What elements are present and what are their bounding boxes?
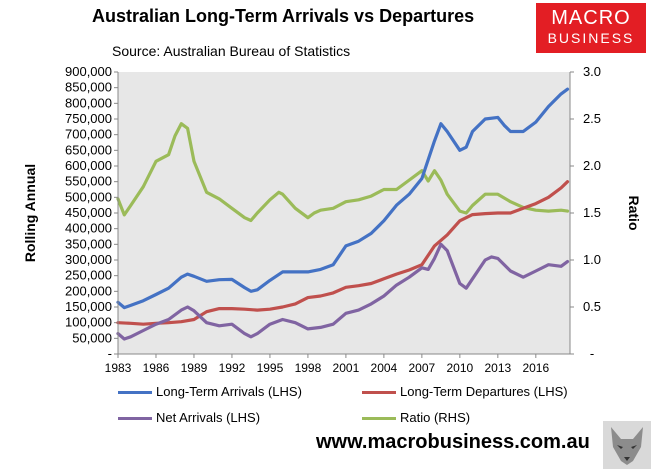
x-tick-label: 1986	[143, 361, 170, 375]
y2-tick-label: 1.0	[583, 252, 601, 267]
departures-series-line	[116, 180, 570, 326]
y-tick-label: 250,000	[65, 268, 112, 283]
y-tick-label: 300,000	[65, 252, 112, 267]
x-tick-label: 2001	[333, 361, 360, 375]
legend-item-ratio: Ratio (RHS)	[362, 410, 470, 425]
logo-line1: MACRO	[551, 7, 631, 29]
x-tick-label: 1992	[219, 361, 246, 375]
website-url: www.macrobusiness.com.au	[316, 431, 590, 453]
x-tick-label: 1998	[295, 361, 322, 375]
y2-tick-label: 2.0	[583, 158, 601, 173]
legend-label-ratio: Ratio (RHS)	[400, 410, 471, 425]
y-tick-label: 400,000	[65, 221, 112, 236]
y-tick-label: 150,000	[65, 299, 112, 314]
logo-line2: BUSINESS	[547, 30, 635, 46]
x-tick-label: 2010	[446, 361, 473, 375]
y2-tick-label: 2.5	[583, 111, 601, 126]
y-tick-label: 850,000	[65, 80, 112, 95]
x-tick-label: 1989	[181, 361, 208, 375]
legend-swatch-arrivals	[118, 391, 152, 395]
legend-label-departures: Long-Term Departures (LHS)	[400, 384, 568, 399]
arrivals-series-line	[116, 87, 570, 310]
chart-title: Australian Long-Term Arrivals vs Departu…	[92, 6, 475, 26]
legend-item-arrivals: Long-Term Arrivals (LHS)	[118, 384, 302, 399]
y2-tick-label: -	[590, 346, 594, 361]
x-tick-label: 2013	[484, 361, 511, 375]
legend-item-net: Net Arrivals (LHS)	[118, 410, 260, 425]
y-tick-label: 50,000	[72, 330, 112, 345]
legend-swatch-net	[118, 417, 152, 421]
y-tick-label: 100,000	[65, 315, 112, 330]
y-tick-label: 600,000	[65, 158, 112, 173]
y2-tick-label: 3.0	[583, 64, 601, 79]
y-tick-label: 650,000	[65, 142, 112, 157]
y-tick-label: 350,000	[65, 236, 112, 251]
y-tick-label: 550,000	[65, 174, 112, 189]
x-tick-label: 1983	[105, 361, 132, 375]
legend-swatch-departures	[362, 391, 396, 395]
y2-tick-label: 0.5	[583, 299, 601, 314]
x-tick-label: 2016	[522, 361, 549, 375]
x-tick-label: 2007	[409, 361, 436, 375]
y-tick-label: 200,000	[65, 283, 112, 298]
y-tick-label: 750,000	[65, 111, 112, 126]
y-tick-label: 700,000	[65, 127, 112, 142]
legend-label-net: Net Arrivals (LHS)	[156, 410, 261, 425]
legend-swatch-ratio	[362, 417, 396, 421]
y-tick-label: 500,000	[65, 189, 112, 204]
legend-item-departures: Long-Term Departures (LHS)	[362, 384, 568, 399]
macrobusiness-logo: MACRO BUSINESS	[536, 3, 646, 53]
y-tick-label: -	[108, 346, 112, 361]
x-tick-label: 1995	[257, 361, 284, 375]
legend-label-arrivals: Long-Term Arrivals (LHS)	[156, 384, 302, 399]
y-tick-label: 900,000	[65, 64, 112, 79]
ratio-series-line	[116, 122, 570, 223]
wolf-logo-icon	[603, 421, 651, 469]
y2-tick-label: 1.5	[583, 205, 601, 220]
chart-subtitle: Source: Australian Bureau of Statistics	[112, 43, 351, 59]
y-tick-label: 800,000	[65, 95, 112, 110]
x-tick-label: 2004	[371, 361, 398, 375]
y-tick-label: 450,000	[65, 205, 112, 220]
net-arrivals-series-line	[116, 242, 570, 341]
